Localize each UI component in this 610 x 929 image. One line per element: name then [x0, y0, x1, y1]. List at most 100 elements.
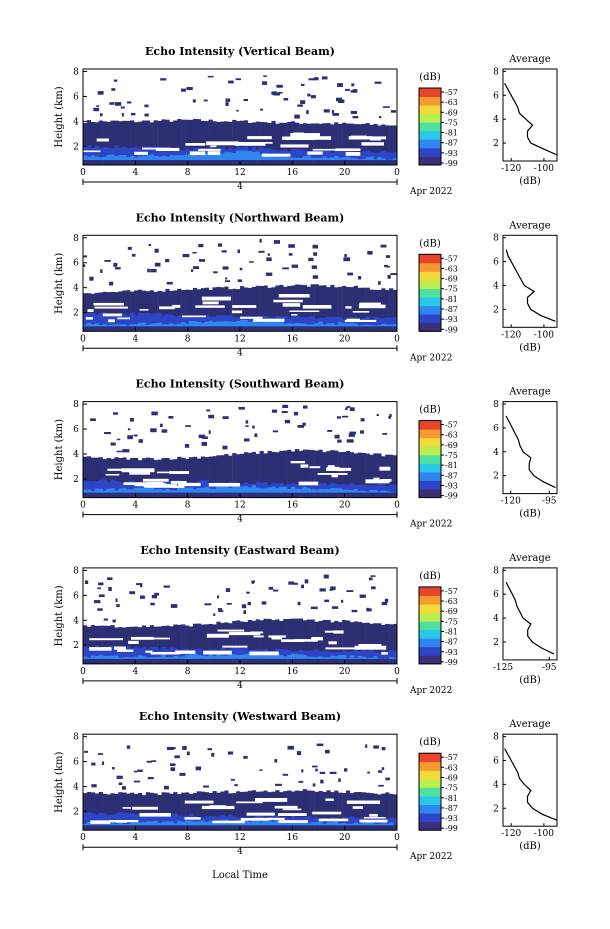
heatmap-echo — [337, 434, 339, 438]
heatmap-cell — [330, 152, 335, 161]
heatmap-cell — [361, 317, 366, 327]
heatmap-cell — [346, 790, 351, 831]
heatmap-cell — [326, 316, 331, 327]
colorbar-label: -93 — [445, 315, 458, 324]
heatmap-cell — [102, 324, 107, 327]
heatmap-echo — [185, 425, 191, 427]
heatmap-cell — [357, 452, 362, 498]
heatmap-cell — [110, 479, 115, 493]
heatmap-cell — [326, 123, 331, 165]
heatmap-cell — [130, 657, 135, 659]
heatmap-cell — [224, 286, 229, 332]
heatmap-cell — [204, 287, 209, 332]
heatmap-cell — [86, 481, 92, 493]
average-y-tick-label: 8 — [493, 400, 499, 410]
heatmap-echo — [133, 770, 138, 773]
heatmap-cell — [255, 791, 260, 831]
heatmap-echo — [228, 80, 234, 84]
heatmap-cell — [322, 156, 327, 160]
heatmap-cell — [212, 816, 217, 826]
heatmap-cell — [224, 454, 229, 498]
heatmap-echo — [321, 76, 328, 80]
heatmap-cell — [118, 657, 123, 659]
heatmap-cell — [149, 792, 154, 831]
heatmap-cell — [232, 793, 237, 831]
colorbar-label: -81 — [445, 794, 458, 803]
heatmap-cell — [118, 488, 123, 493]
heatmap-cell — [149, 323, 154, 327]
heatmap-cell — [114, 480, 119, 493]
heatmap-cell — [126, 793, 131, 831]
x-tick-label: 16 — [287, 501, 299, 511]
heatmap-cell — [338, 655, 343, 659]
colorbar-swatch — [419, 322, 441, 332]
heatmap-echo — [249, 261, 254, 263]
heatmap-cell — [157, 813, 162, 826]
heatmap-cell — [373, 159, 378, 160]
heatmap-cell — [287, 157, 292, 160]
heatmap-cell — [122, 313, 127, 327]
heatmap-cell — [141, 814, 147, 826]
heatmap-cell — [291, 149, 296, 160]
heatmap-cell — [326, 651, 331, 659]
heatmap-echo — [89, 276, 94, 281]
average-x-label: (dB) — [519, 675, 541, 686]
average-x-label: (dB) — [519, 841, 541, 852]
heatmap-cell — [287, 318, 292, 327]
heatmap-cell — [381, 625, 386, 664]
heatmap-cell — [141, 313, 147, 327]
heatmap-cell — [326, 485, 331, 493]
heatmap-cell — [310, 489, 315, 493]
heatmap-cell — [141, 795, 147, 831]
heatmap-cell — [196, 487, 201, 493]
heatmap-cell — [283, 450, 288, 498]
heatmap-cell — [232, 317, 237, 327]
heatmap-cell — [338, 286, 343, 332]
heatmap-cell — [86, 156, 92, 160]
heatmap-cell — [369, 822, 374, 826]
heatmap-cell — [153, 291, 158, 332]
heatmap-cell — [298, 790, 304, 831]
heatmap-cell — [90, 122, 95, 165]
average-frame — [502, 68, 558, 162]
day-label: 4 — [237, 847, 243, 857]
heatmap-cell — [251, 286, 256, 332]
average-profile-line — [504, 748, 558, 821]
y-tick-label: 4 — [73, 284, 79, 294]
heatmap-cell — [192, 287, 198, 332]
heatmap-cell — [220, 455, 225, 498]
heatmap-cell — [118, 148, 123, 160]
heatmap-cell — [338, 823, 343, 826]
heatmap-cell — [259, 791, 264, 831]
heatmap-echo — [313, 252, 318, 256]
heatmap-cell — [298, 149, 304, 160]
heatmap-echo — [161, 429, 168, 433]
heatmap-cell — [196, 655, 201, 659]
y-tick-label: 8 — [73, 67, 79, 77]
heatmap-cell — [338, 488, 343, 493]
heatmap-echo — [109, 102, 115, 105]
heatmap-echo — [226, 603, 232, 605]
heatmap-cell — [357, 655, 362, 659]
heatmap-gap — [327, 465, 335, 467]
x-tick-label: 16 — [287, 833, 299, 843]
x-tick-label: 8 — [185, 667, 191, 677]
heatmap-echo — [244, 438, 250, 442]
heatmap-cell — [204, 816, 209, 826]
heatmap-cell — [83, 645, 88, 659]
heatmap-cell — [373, 485, 378, 493]
heatmap-cell — [196, 458, 201, 498]
heatmap-cell — [165, 657, 170, 659]
heatmap-cell — [216, 315, 221, 327]
date-label: Apr 2022 — [409, 852, 452, 862]
heatmap-cell — [357, 823, 362, 826]
heatmap-cell — [141, 290, 147, 332]
heatmap-gap — [373, 477, 380, 481]
heatmap-cell — [236, 647, 241, 659]
colorbar-swatch — [419, 314, 441, 324]
heatmap-gap — [281, 639, 305, 642]
heatmap-cell — [314, 649, 319, 659]
heatmap-echo — [281, 411, 288, 414]
heatmap-gap — [232, 305, 257, 308]
